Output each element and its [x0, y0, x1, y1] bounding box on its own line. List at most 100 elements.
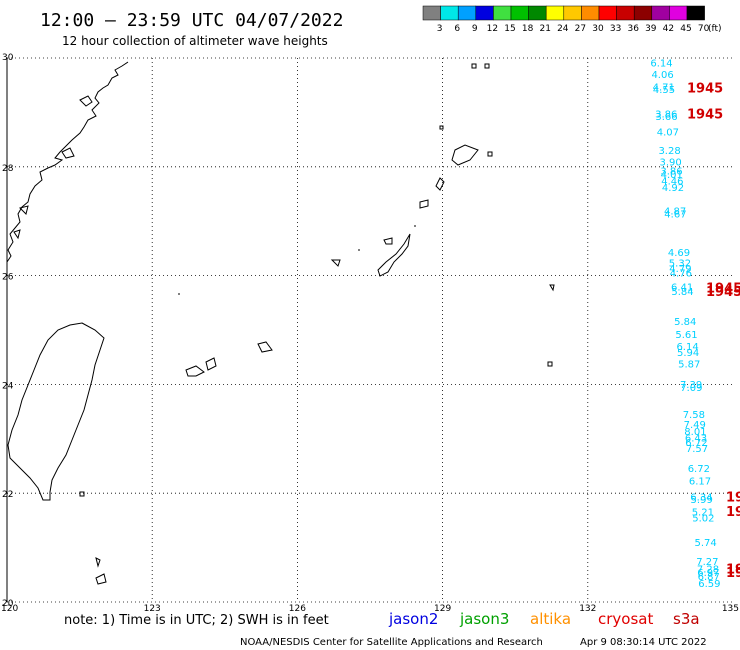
colorbar-tick-label: 30 — [592, 24, 604, 34]
wave-height-label: 3.86 — [660, 167, 682, 178]
cycle-number-label: 19 — [726, 566, 740, 581]
cycle-number-label: 1945 — [687, 107, 723, 122]
colorbar-swatch — [669, 5, 688, 21]
coastline-china — [6, 61, 129, 263]
wave-height-label: 4.76 — [670, 268, 692, 279]
wave-height-label: 5.87 — [678, 360, 700, 371]
wave-height-label: 5.61 — [675, 330, 697, 341]
wave-height-label: 6.97 — [697, 568, 719, 579]
latitude-tick-label: 24 — [2, 381, 14, 391]
wave-height-label: 4.06 — [651, 70, 673, 81]
wave-height-label: 3.86 — [655, 109, 677, 120]
wave-height-label: 7.39 — [680, 380, 702, 391]
longitude-tick-label: 129 — [434, 604, 451, 614]
map-title: 12:00 — 23:59 UTC 04/07/2022 — [40, 10, 343, 31]
colorbar-swatch — [633, 5, 653, 21]
colorbar-tick-label: 39 — [645, 24, 657, 34]
wave-height-label: 6.34 — [690, 492, 712, 503]
longitude-tick-label: 135 — [722, 604, 739, 614]
colorbar-swatch — [528, 5, 547, 21]
wave-height-label: 7.58 — [683, 410, 705, 421]
graticule — [7, 57, 733, 603]
colorbar-swatch — [545, 5, 565, 21]
colorbar-tick-label: 18 — [522, 24, 534, 34]
coastline-penghu — [79, 491, 85, 497]
colorbar-tick-label: 9 — [472, 24, 478, 34]
wave-height-label: 4.46 — [661, 176, 683, 187]
mission-legend-s3a: s3a — [673, 610, 700, 628]
latitude-tick-label: 22 — [2, 490, 13, 500]
colorbar-tick-label: 36 — [627, 24, 639, 34]
wave-height-label: 5.74 — [695, 538, 717, 549]
wave-height-label: 7.57 — [686, 444, 708, 455]
mission-legend-altika: altika — [530, 610, 571, 628]
wave-height-label: 7.27 — [696, 557, 718, 568]
latitude-tick-label: 30 — [2, 53, 14, 63]
wave-height-label: 4.79 — [669, 264, 691, 275]
wave-height-label: 5.02 — [692, 514, 714, 525]
wave-height-label: 4.69 — [668, 248, 690, 259]
footer-note: note: 1) Time is in UTC; 2) SWH is in fe… — [64, 613, 329, 628]
coastline-ryukyu-islands — [95, 63, 555, 585]
cycle-number-label: 19 — [726, 562, 740, 577]
axis-tick-labels: 120 123 126 129 132 135 20 22 24 26 28 30 — [1, 53, 739, 614]
cycle-number-label: 1945 — [687, 81, 723, 96]
colorbar: 3 6 9 12 15 18 21 24 27 30 33 36 39 42 45 70 — [422, 5, 710, 34]
colorbar-tick-label: 45 — [680, 24, 691, 34]
wave-height-label: 6.41 — [671, 282, 693, 293]
cycle-number-label: 1945 — [706, 282, 740, 297]
colorbar-swatch — [475, 5, 494, 21]
colorbar-tick-label: 33 — [610, 24, 621, 34]
colorbar-unit: (ft) — [708, 24, 722, 34]
wave-height-label: 5.94 — [677, 348, 699, 359]
cycle-number-label: 1945 — [706, 285, 740, 300]
mission-legend-jason3: jason3 — [459, 610, 509, 628]
wave-height-label: 4.55 — [653, 85, 675, 96]
longitude-tick-label: 120 — [1, 604, 18, 614]
wave-height-label: 6.43 — [685, 434, 707, 445]
colorbar-tick-label: 21 — [539, 24, 550, 34]
colorbar-swatch — [493, 5, 512, 21]
cycle-number-label: 19 — [726, 505, 740, 520]
wave-height-label: 6.72 — [685, 438, 707, 449]
wave-height-label: 6.17 — [689, 477, 711, 488]
wave-height-label: 7.49 — [684, 420, 706, 431]
wave-height-label: 4.07 — [657, 127, 679, 138]
wave-height-label: 4.01 — [661, 170, 683, 181]
latitude-tick-label: 28 — [2, 164, 14, 174]
coastline-china-islands — [13, 95, 93, 240]
latitude-tick-label: 26 — [2, 273, 14, 283]
coastline-okinawa — [377, 233, 411, 277]
colorbar-swatch — [457, 5, 477, 21]
longitude-tick-label: 132 — [579, 604, 596, 614]
wave-height-label: 4.92 — [662, 183, 684, 194]
colorbar-tick-label: 15 — [504, 24, 515, 34]
wave-height-label: 5.99 — [691, 495, 713, 506]
wave-height-label: 6.72 — [688, 464, 710, 475]
latitude-tick-label: 20 — [2, 599, 14, 609]
wave-height-label: 3.90 — [660, 157, 682, 168]
colorbar-tick-label: 27 — [575, 24, 586, 34]
colorbar-swatch — [510, 5, 529, 21]
wave-height-label: 6.59 — [698, 579, 720, 590]
wave-height-observations: 6.144.064.714.553.863.664.073.283.903.86… — [650, 58, 740, 590]
colorbar-swatch — [616, 5, 635, 21]
longitude-tick-label: 126 — [289, 604, 306, 614]
cycle-number-label: 19 — [726, 490, 740, 505]
wave-height-label: 5.84 — [674, 317, 696, 328]
colorbar-swatch — [598, 5, 617, 21]
colorbar-swatch — [686, 5, 705, 21]
colorbar-swatch — [563, 5, 582, 21]
wave-height-label: 5.84 — [671, 287, 693, 298]
wave-height-label: 6.14 — [676, 342, 698, 353]
footer-timestamp: Apr 9 08:30:14 UTC 2022 — [580, 637, 707, 648]
mission-legend: jason2 jason3 altika cryosat s3a — [388, 610, 700, 628]
wave-height-label: 5.32 — [669, 259, 691, 270]
colorbar-tick-label: 70 — [698, 24, 710, 34]
wave-height-label: 4.67 — [664, 210, 686, 221]
wave-height-label: 7.09 — [680, 383, 702, 394]
colorbar-tick-label: 3 — [437, 24, 443, 34]
wave-height-label: 5.21 — [692, 508, 714, 519]
footer-credit: NOAA/NESDIS Center for Satellite Applica… — [240, 637, 543, 648]
